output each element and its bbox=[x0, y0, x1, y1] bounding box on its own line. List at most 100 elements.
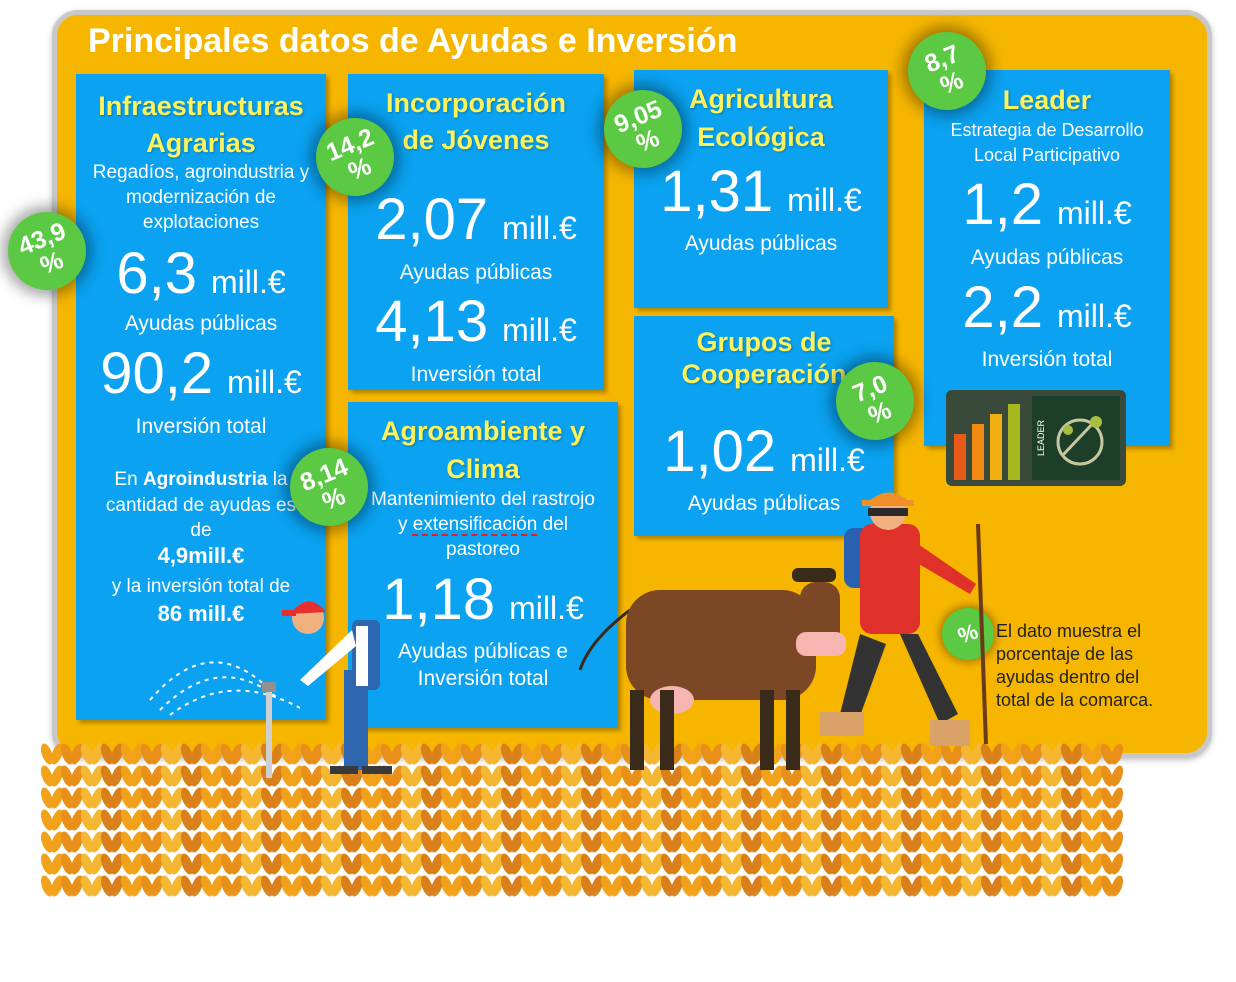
wheat-stalk bbox=[1080, 743, 1104, 897]
note-line2: cantidad de ayudas es bbox=[105, 495, 297, 516]
leader-logo-text: LEADER bbox=[1036, 419, 1046, 456]
wheat-stalk bbox=[1060, 743, 1084, 897]
invest-label: Inversión total bbox=[410, 363, 542, 386]
panel-title-line2: de Jóvenes bbox=[402, 125, 550, 155]
invest-amount: 90,2 mill.€ bbox=[76, 342, 326, 421]
legend-text: El dato muestra el porcentaje de las ayu… bbox=[996, 621, 1154, 710]
invest-amount: 2,2 mill.€ bbox=[924, 276, 1170, 355]
panel-agroambiente-clima: Agroambiente y Clima Mantenimiento del r… bbox=[348, 402, 618, 728]
panel-subtitle-line1: Estrategia de Desarrollo bbox=[950, 120, 1144, 140]
amount: 1,31 mill.€ bbox=[634, 160, 888, 239]
spellcheck-underlined-word: extensificación bbox=[412, 514, 538, 535]
wheat-stalk bbox=[960, 743, 984, 897]
panel-incorporacion-jovenes: Incorporación de Jóvenes 2,07 mill.€ Ayud… bbox=[348, 74, 604, 390]
panel-title-line1: Agricultura bbox=[688, 84, 834, 114]
note-bold-agroindustria: Agroindustria bbox=[142, 469, 268, 490]
invest-label: Inversión total bbox=[981, 348, 1113, 371]
note-line1: En Agroindustria la bbox=[114, 469, 288, 490]
wheat-stalk bbox=[60, 743, 84, 897]
wheat-stalk bbox=[540, 743, 564, 897]
wheat-stalk bbox=[380, 743, 404, 897]
wheat-stalk bbox=[40, 743, 64, 897]
wheat-stalk bbox=[920, 743, 944, 897]
wheat-stalk bbox=[100, 743, 124, 897]
wheat-stalk bbox=[600, 743, 624, 897]
wheat-stalk bbox=[680, 743, 704, 897]
wheat-stalk bbox=[1000, 743, 1024, 897]
unit-label: mill.€ bbox=[790, 442, 865, 478]
page-title: Principales datos de Ayudas e Inversión bbox=[88, 22, 738, 60]
panel-title-line2: Clima bbox=[446, 454, 520, 484]
panel-title-line1: Incorporación bbox=[385, 88, 567, 118]
panel-infraestructuras-agrarias: Infraestructuras Agrarias Regadíos, agro… bbox=[76, 74, 326, 720]
panel-grupos-cooperacion: Grupos de Cooperación 1,02 mill.€ Ayudas … bbox=[634, 316, 894, 536]
wheat-stalk bbox=[800, 743, 824, 897]
aid-value: 1,2 bbox=[962, 172, 1043, 237]
cow-illustration bbox=[578, 568, 846, 770]
wheat-stalk bbox=[180, 743, 204, 897]
panel-subtitle-line2: Local Participativo bbox=[973, 145, 1121, 165]
wheat-stalk bbox=[360, 743, 384, 897]
panel-leader: Leader Estrategia de Desarrollo Local Pa… bbox=[924, 70, 1170, 446]
panel-title-line1: Infraestructuras bbox=[98, 91, 304, 121]
amount: 1,02 mill.€ bbox=[634, 420, 894, 499]
wheat-stalk bbox=[500, 743, 524, 897]
panel-title-line1: Grupos de bbox=[696, 327, 832, 357]
hiker-illustration bbox=[820, 492, 988, 746]
label: Ayudas públicas bbox=[684, 232, 838, 255]
invest-value: 90,2 bbox=[100, 341, 214, 406]
wheat-stalk bbox=[980, 743, 1004, 897]
wheat-stalk bbox=[300, 743, 324, 897]
wheat-stalk bbox=[120, 743, 144, 897]
invest-value: 2,2 bbox=[962, 275, 1043, 340]
unit-label: mill.€ bbox=[1056, 298, 1132, 334]
farmer-sprinkler-illustration bbox=[149, 601, 392, 778]
aid-value: 2,07 bbox=[375, 187, 489, 252]
unit-label: mill.€ bbox=[210, 264, 286, 300]
invest-label: Inversión total bbox=[135, 415, 267, 438]
label: Ayudas públicas bbox=[687, 492, 841, 515]
panel-title-line2: Agrarias bbox=[146, 128, 256, 158]
wheat-stalk bbox=[460, 743, 484, 897]
unit-label: mill.€ bbox=[502, 312, 577, 348]
wheat-stalk bbox=[240, 743, 264, 897]
unit-label: mill.€ bbox=[509, 590, 584, 626]
panel-title-line1: Agroambiente y bbox=[380, 416, 586, 446]
amount: 1,18 mill.€ bbox=[348, 568, 618, 647]
aid-amount: 2,07 mill.€ bbox=[348, 188, 604, 267]
wheat-stalk bbox=[780, 743, 804, 897]
panel-title-line2: Ecológica bbox=[697, 122, 825, 152]
aid-amount: 6,3 mill.€ bbox=[76, 242, 326, 321]
wheat-stalk bbox=[1020, 743, 1044, 897]
wheat-stalk bbox=[700, 743, 724, 897]
panel-subtitle-line2: y extensificación del bbox=[397, 514, 569, 535]
label-line2: Inversión total bbox=[417, 667, 549, 690]
unit-label: mill.€ bbox=[227, 364, 302, 400]
wheat-stalk bbox=[560, 743, 584, 897]
invest-amount: 4,13 mill.€ bbox=[348, 290, 604, 369]
wheat-stalk bbox=[440, 743, 464, 897]
wheat-stalk bbox=[400, 743, 424, 897]
label-line1: Ayudas públicas e bbox=[397, 640, 569, 663]
wheat-stalk bbox=[660, 743, 684, 897]
aid-label: Ayudas públicas bbox=[970, 246, 1124, 269]
note-aid-amount: 4,9mill.€ bbox=[157, 543, 245, 568]
panel-subtitle-line1: Regadíos, agroindustria y bbox=[92, 162, 310, 183]
wheat-stalk bbox=[880, 743, 904, 897]
value: 1,02 bbox=[663, 419, 777, 484]
panel-subtitle-line3: pastoreo bbox=[446, 539, 520, 560]
unit-label: mill.€ bbox=[787, 182, 862, 218]
note-invest-amount: 86 mill.€ bbox=[157, 601, 245, 626]
wheat-stalk bbox=[80, 743, 104, 897]
panel-title: Leader bbox=[1002, 85, 1092, 115]
aid-amount: 1,2 mill.€ bbox=[924, 173, 1170, 252]
value: 1,18 bbox=[382, 567, 496, 632]
wheat-stalk bbox=[940, 743, 964, 897]
wheat-stalk bbox=[480, 743, 504, 897]
wheat-field-illustration bbox=[0, 743, 1236, 982]
wheat-stalk bbox=[860, 743, 884, 897]
aid-label: Ayudas públicas bbox=[124, 312, 278, 335]
wheat-stalk bbox=[900, 743, 924, 897]
value: 1,31 bbox=[660, 159, 774, 224]
aid-value: 6,3 bbox=[116, 241, 197, 306]
